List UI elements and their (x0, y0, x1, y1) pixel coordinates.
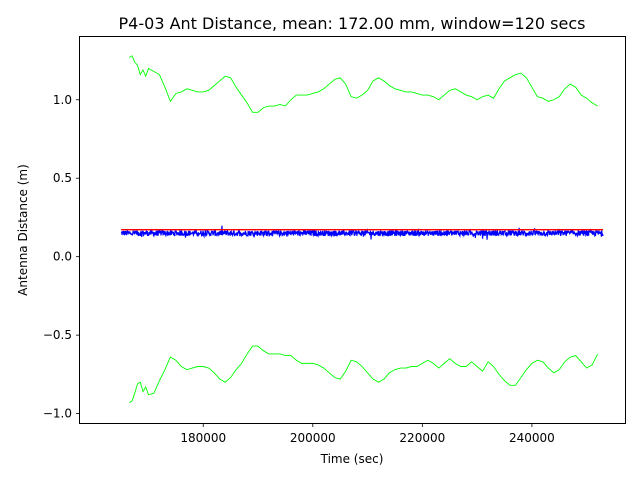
x-tick-label: 180000 (180, 431, 226, 445)
y-tick-label: −1.0 (43, 407, 72, 421)
y-tick-label: 1.0 (53, 93, 72, 107)
y-tick-label: 0.5 (53, 171, 72, 185)
chart-title: P4-03 Ant Distance, mean: 172.00 mm, win… (119, 14, 586, 33)
x-axis: 180000 200000 220000 240000 (180, 423, 555, 445)
plot-area (120, 55, 604, 403)
x-tick-label: 220000 (399, 431, 445, 445)
plot-frame (79, 36, 626, 424)
series-measured (120, 225, 604, 240)
series-lower-band (129, 345, 599, 403)
x-axis-label: Time (sec) (320, 452, 384, 466)
x-tick-label: 200000 (290, 431, 336, 445)
y-axis: −1.0 −0.5 0.0 0.5 1.0 (43, 93, 80, 421)
y-tick-label: 0.0 (53, 250, 72, 264)
x-tick-label: 240000 (509, 431, 555, 445)
y-axis-label: Antenna Distance (m) (16, 164, 30, 296)
y-tick-label: −0.5 (43, 328, 72, 342)
series-upper-band (129, 55, 598, 113)
